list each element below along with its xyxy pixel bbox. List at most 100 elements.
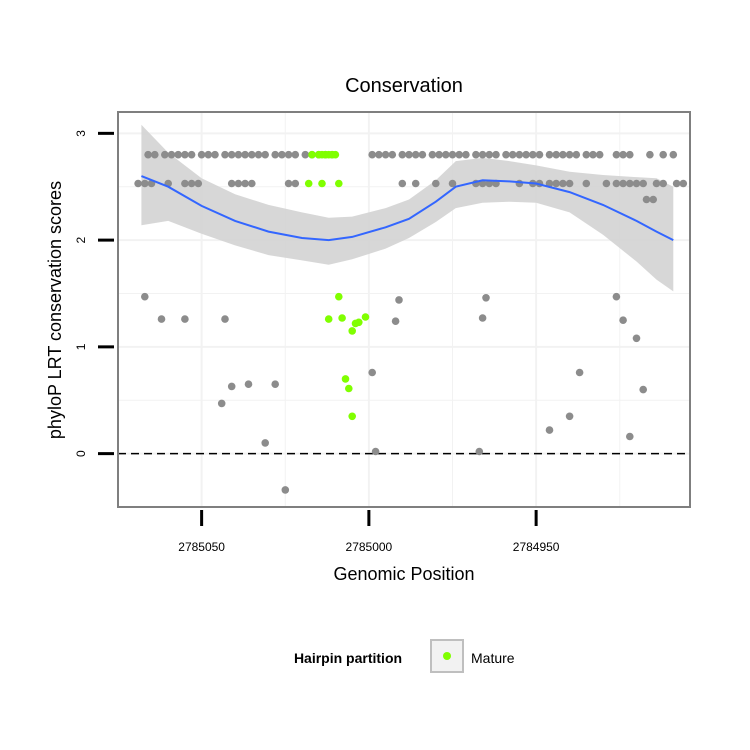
confidence-ribbon-layer <box>141 124 674 292</box>
data-point-other <box>278 150 286 159</box>
data-point-mature <box>308 150 316 159</box>
data-point-other <box>462 150 470 159</box>
data-point-other <box>435 150 443 159</box>
data-point-other <box>455 150 464 159</box>
data-point-other <box>167 150 176 159</box>
data-point-other <box>612 150 621 159</box>
data-point-other <box>492 150 500 159</box>
data-point-other <box>248 150 256 159</box>
data-point-other <box>204 150 213 159</box>
x-axis-title: Genomic Position <box>333 564 474 584</box>
data-point-other <box>284 179 293 188</box>
legend-label-mature: Mature <box>471 650 515 666</box>
x-tick-label: 2785050 <box>178 540 225 554</box>
data-point-other <box>545 426 554 434</box>
data-point-other <box>221 315 229 323</box>
data-point-other <box>197 150 206 159</box>
data-point-other <box>659 150 667 159</box>
data-point-other <box>442 150 450 159</box>
data-point-other <box>221 150 229 159</box>
data-point-other <box>405 150 413 159</box>
data-point-other <box>181 315 189 323</box>
y-tick-label: 0 <box>74 450 88 457</box>
y-tick-label: 2 <box>74 236 88 243</box>
data-point-other <box>632 334 641 343</box>
data-point-other <box>545 179 554 188</box>
data-point-other <box>529 150 537 159</box>
data-point-mature <box>331 150 340 159</box>
data-point-other <box>157 315 166 323</box>
data-point-other <box>398 150 407 159</box>
data-point-other <box>559 150 567 159</box>
data-point-other <box>134 179 142 188</box>
data-point-other <box>448 150 457 159</box>
data-point-other <box>679 179 688 188</box>
data-point-other <box>502 150 510 159</box>
data-point-other <box>418 150 427 159</box>
data-point-other <box>181 150 189 159</box>
data-point-other <box>187 179 196 188</box>
data-point-other <box>144 150 152 159</box>
data-point-other <box>227 382 236 391</box>
data-point-mature <box>324 315 333 323</box>
panel-border <box>117 111 691 508</box>
data-point-other <box>508 150 517 159</box>
data-point-mature <box>318 179 326 188</box>
data-point-other <box>398 179 407 188</box>
data-point-other <box>639 385 647 394</box>
data-point-other <box>619 316 627 325</box>
data-point-other <box>141 179 149 188</box>
data-point-other <box>595 150 604 159</box>
data-point-other <box>391 317 400 326</box>
data-point-other <box>639 179 647 188</box>
data-point-other <box>672 179 681 188</box>
data-point-mature <box>304 179 313 188</box>
data-point-other <box>582 179 591 188</box>
data-point-other <box>515 179 524 188</box>
data-point-other <box>482 294 490 302</box>
data-point-other <box>626 150 634 159</box>
data-point-other <box>254 150 263 159</box>
data-point-other <box>395 296 403 304</box>
data-point-other <box>565 179 574 188</box>
data-point-mature <box>348 327 357 335</box>
data-point-other <box>291 150 300 159</box>
data-point-mature <box>341 375 350 383</box>
data-point-other <box>227 150 236 159</box>
data-point-other <box>371 447 380 456</box>
data-point-other <box>515 150 524 159</box>
data-point-mature <box>361 313 370 321</box>
data-point-other <box>271 380 280 389</box>
data-point-other <box>619 150 627 159</box>
data-point-other <box>626 432 634 441</box>
panel-background <box>118 112 690 507</box>
data-point-mature <box>335 292 343 301</box>
data-point-other <box>217 399 226 408</box>
data-point-other <box>271 150 280 159</box>
data-point-other <box>582 150 591 159</box>
data-point-other <box>281 486 290 494</box>
data-point-other <box>141 292 149 301</box>
y-tick-label: 3 <box>74 130 88 137</box>
data-point-other <box>565 150 574 159</box>
y-tick-label: 1 <box>74 343 88 350</box>
y-axis-title: phyloP LRT conservation scores <box>45 181 65 439</box>
x-axis: 2785050 2785000 2784950 <box>178 510 560 554</box>
smooth-line-layer <box>141 175 674 242</box>
y-axis: 0 1 2 3 <box>74 130 114 457</box>
data-point-other <box>626 179 634 188</box>
data-point-mature <box>345 384 353 393</box>
data-point-other <box>535 150 544 159</box>
data-point-other <box>619 179 627 188</box>
data-point-other <box>261 150 270 159</box>
data-point-other <box>522 150 530 159</box>
data-point-other <box>612 179 621 188</box>
data-point-other <box>291 179 300 188</box>
data-point-other <box>552 179 560 188</box>
legend-mature-key <box>443 652 451 660</box>
data-point-other <box>181 179 189 188</box>
data-point-other <box>241 150 249 159</box>
data-point-other <box>428 150 437 159</box>
data-point-other <box>234 179 243 188</box>
